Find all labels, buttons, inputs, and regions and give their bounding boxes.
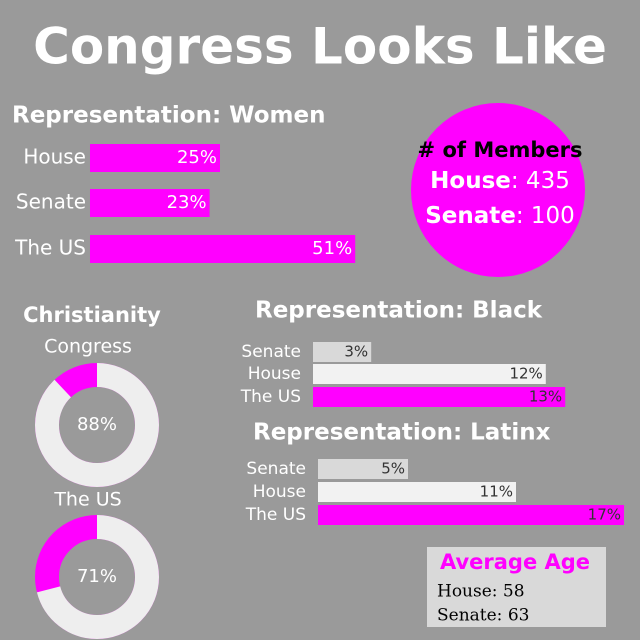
category-label: Senate: [246, 459, 306, 479]
age-title: Average Age: [440, 550, 590, 574]
value-label: 5%: [381, 460, 405, 478]
category-label: Senate: [16, 190, 86, 214]
chart-title: Representation: Black: [255, 298, 543, 324]
members-value: : 435: [511, 168, 570, 194]
bar: [313, 364, 546, 384]
category-label: The US: [240, 387, 301, 407]
members-value: : 100: [516, 203, 575, 229]
members-label: House: [430, 168, 511, 194]
bar: [318, 505, 624, 525]
category-label: House: [23, 145, 86, 169]
value-label: 17%: [588, 506, 621, 524]
age-row: Senate: 63: [437, 606, 529, 626]
value-label: 25%: [177, 147, 217, 168]
bar: [318, 459, 408, 479]
donut-label: 71%: [77, 566, 117, 587]
donut-title: Congress: [44, 336, 132, 358]
bar: [318, 482, 516, 502]
members-circle: [411, 103, 585, 277]
category-label: Senate: [241, 342, 301, 362]
christianity-title: Christianity: [23, 303, 161, 327]
members-row: Senate: 100: [425, 203, 575, 229]
category-label: The US: [14, 236, 86, 260]
age-box: [427, 547, 606, 627]
donut-segment: [35, 515, 159, 639]
bar: [313, 342, 372, 362]
value-label: 13%: [529, 388, 562, 406]
category-label: House: [248, 364, 301, 384]
donut-label: 88%: [77, 414, 117, 435]
chart-title: Representation: Latinx: [253, 420, 551, 446]
members-row: House: 435: [430, 168, 570, 194]
category-label: The US: [245, 505, 306, 525]
bar: [90, 189, 210, 217]
members-title: # of Members: [418, 138, 583, 162]
bar: [90, 235, 356, 263]
chart-title: Representation: Women: [12, 103, 325, 129]
bar: [313, 387, 566, 407]
members-label: Senate: [425, 203, 516, 229]
bar: [90, 144, 220, 172]
category-label: House: [253, 482, 306, 502]
value-label: 11%: [480, 483, 513, 501]
donut-segment: [35, 363, 159, 487]
page-title: Congress Looks Like: [33, 18, 607, 76]
donut-title: The US: [53, 489, 121, 511]
value-label: 23%: [167, 192, 207, 213]
age-row: House: 58: [437, 582, 525, 602]
value-label: 12%: [509, 365, 542, 383]
value-label: 51%: [312, 238, 352, 259]
value-label: 3%: [344, 343, 368, 361]
